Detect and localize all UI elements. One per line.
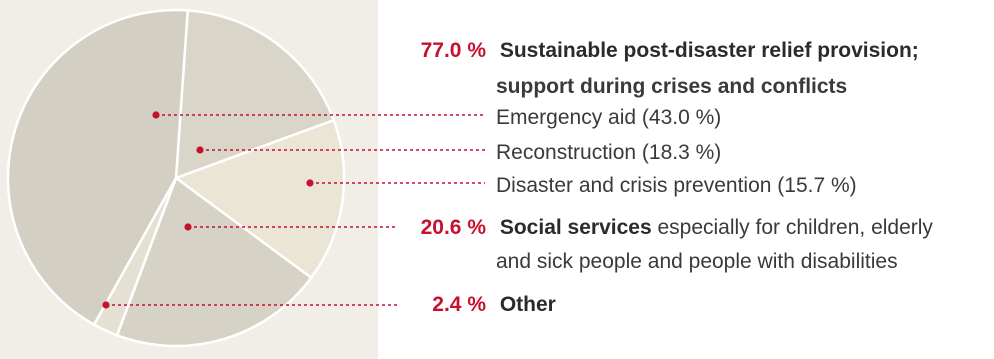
slice-disaster-prevention <box>173 118 346 280</box>
legend-item-emergency-aid: Emergency aid (43.0 %) <box>496 106 722 129</box>
percent-label-other: 2.4 % <box>432 293 486 316</box>
legend-title-sustainable-relief-line2: support during crises and conflicts <box>496 75 848 98</box>
legend-desc-social-services-line1: especially for children, elderly <box>657 216 933 239</box>
leader-other-dot <box>102 301 110 309</box>
leader-disaster-prevention-dot <box>306 179 314 187</box>
legend-group-other: 2.4 % Other <box>400 291 556 318</box>
legend-item-disaster-prevention: Disaster and crisis prevention (15.7 %) <box>496 174 857 197</box>
legend-title-sustainable-relief-line1: Sustainable post-disaster relief provisi… <box>499 39 919 62</box>
leader-reconstruction-dot <box>196 146 204 154</box>
slice-emergency-aid <box>6 8 190 327</box>
legend-title-other: Other <box>499 293 556 316</box>
slice-reconstruction <box>174 9 336 180</box>
legend-group-sustainable-relief: 77.0 % Sustainable post-disaster relief … <box>400 37 919 64</box>
pie-slices <box>6 8 346 348</box>
legend-item-reconstruction: Reconstruction (18.3 %) <box>496 141 722 164</box>
legend-desc-social-services-line2: and sick people and people with disabili… <box>496 250 898 273</box>
slice-social-services <box>115 176 313 348</box>
percent-label-sustainable-relief: 77.0 % <box>420 39 486 62</box>
legend-title-social-services: Social services <box>499 216 652 239</box>
legend-group-social-services: 20.6 % Social services especially for ch… <box>400 214 933 241</box>
leader-social-services-dot <box>184 223 192 231</box>
percent-label-social-services: 20.6 % <box>420 216 486 239</box>
leader-lines <box>102 111 485 309</box>
leader-emergency-aid-dot <box>152 111 160 119</box>
